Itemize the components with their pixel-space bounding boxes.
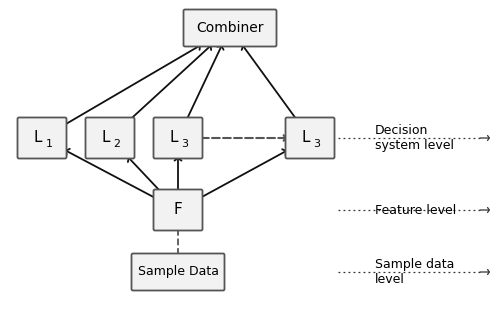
Text: L: L — [302, 129, 310, 144]
FancyBboxPatch shape — [132, 253, 224, 290]
Text: 3: 3 — [182, 139, 188, 149]
FancyBboxPatch shape — [18, 117, 66, 159]
FancyBboxPatch shape — [154, 117, 202, 159]
Text: F: F — [174, 203, 182, 218]
Text: 3: 3 — [314, 139, 320, 149]
Text: Sample Data: Sample Data — [138, 266, 218, 279]
Text: Decision
system level: Decision system level — [375, 124, 454, 152]
Text: 1: 1 — [46, 139, 52, 149]
Text: L: L — [102, 129, 110, 144]
Text: L: L — [170, 129, 178, 144]
FancyBboxPatch shape — [154, 190, 202, 230]
Text: Feature level: Feature level — [375, 203, 456, 216]
Text: Combiner: Combiner — [196, 21, 264, 35]
FancyBboxPatch shape — [286, 117, 335, 159]
FancyBboxPatch shape — [86, 117, 134, 159]
Text: Sample data
level: Sample data level — [375, 258, 454, 286]
Text: L: L — [34, 129, 42, 144]
FancyBboxPatch shape — [184, 9, 276, 46]
Text: 2: 2 — [114, 139, 120, 149]
